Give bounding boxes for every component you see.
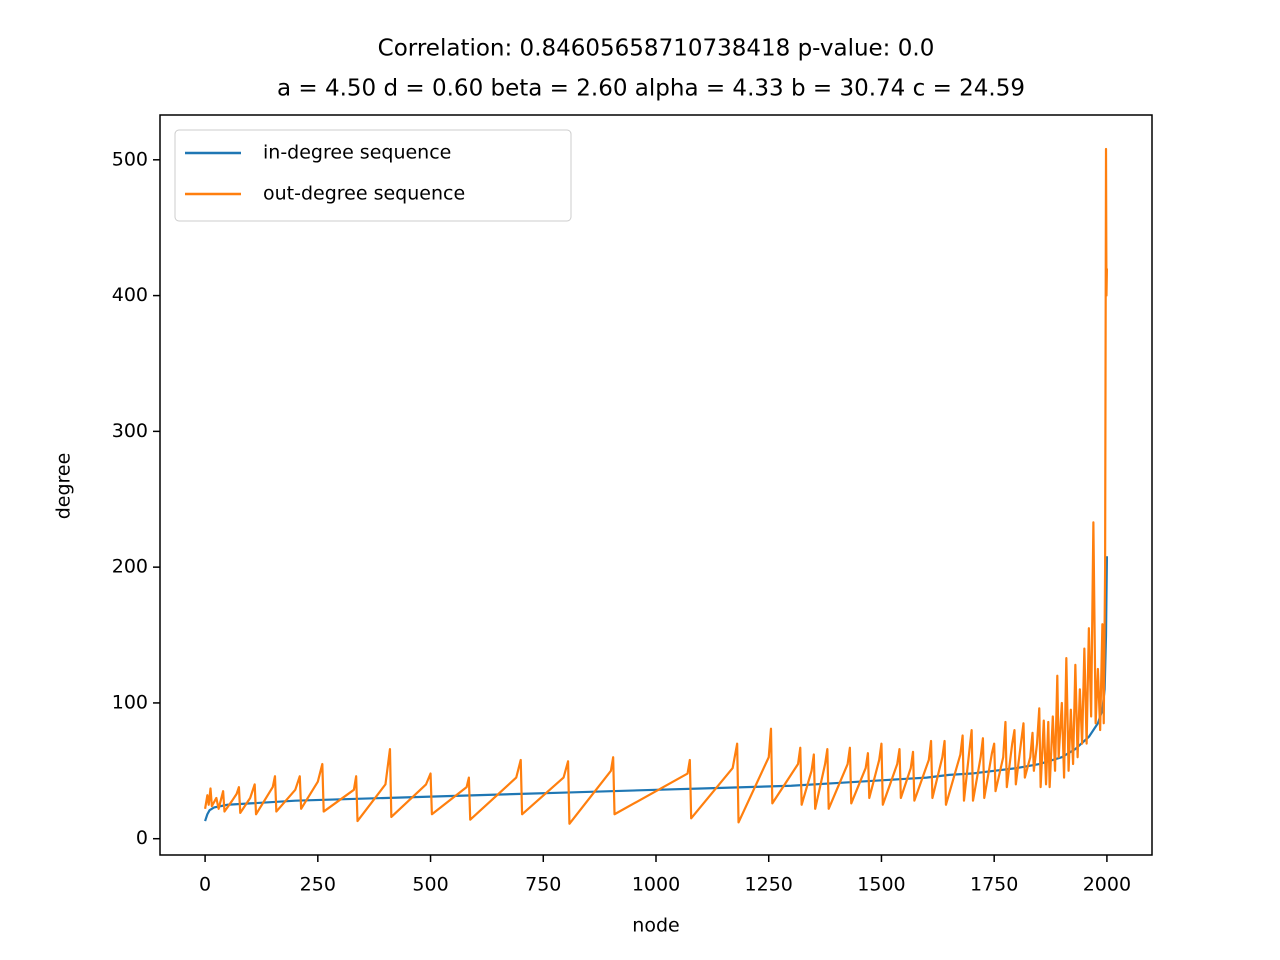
x-tick-label: 500 bbox=[412, 874, 448, 896]
series-line bbox=[204, 147, 1109, 825]
y-tick-label: 400 bbox=[112, 284, 148, 306]
y-tick-label: 500 bbox=[112, 148, 148, 170]
y-tick-label: 200 bbox=[112, 556, 148, 578]
x-tick-label: 250 bbox=[300, 874, 336, 896]
x-tick-label: 0 bbox=[199, 874, 211, 896]
chart-subtitle: a = 4.50 d = 0.60 beta = 2.60 alpha = 4.… bbox=[277, 76, 1025, 102]
y-tick-label: 100 bbox=[112, 691, 148, 713]
legend-label: out-degree sequence bbox=[263, 183, 465, 205]
legend-box bbox=[174, 129, 572, 222]
x-tick-label: 1250 bbox=[745, 874, 793, 896]
x-tick-label: 1000 bbox=[632, 874, 680, 896]
y-tick-label: 0 bbox=[136, 827, 148, 849]
y-tick-label: 300 bbox=[112, 420, 148, 442]
series-line bbox=[204, 556, 1109, 822]
plot-frame bbox=[159, 114, 1153, 856]
x-tick-label: 1750 bbox=[970, 874, 1018, 896]
y-axis-label: degree bbox=[53, 453, 75, 520]
x-tick-label: 750 bbox=[525, 874, 561, 896]
chart-title: Correlation: 0.8460565871073841​8 p-valu… bbox=[378, 36, 935, 62]
x-tick-label: 2000 bbox=[1083, 874, 1131, 896]
x-tick-label: 1500 bbox=[857, 874, 905, 896]
x-axis-label: node bbox=[632, 915, 679, 937]
legend-label: in-degree sequence bbox=[263, 142, 451, 164]
